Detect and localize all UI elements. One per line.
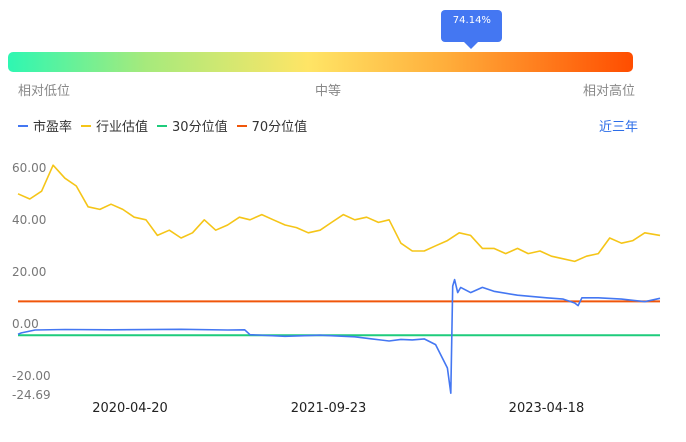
- y-tick-label: 0.00: [12, 317, 39, 331]
- x-tick-label: 2021-09-23: [291, 401, 367, 416]
- legend-swatch-pe: [18, 124, 28, 127]
- legend-swatch-industry: [81, 124, 92, 127]
- series-line-industry: [17, 164, 661, 263]
- legend-item-p70[interactable]: 70分位值: [236, 116, 308, 135]
- period-three-years-button[interactable]: 近三年: [599, 120, 639, 135]
- series-lines: [17, 164, 661, 395]
- valuation-gauge-bar: [8, 52, 633, 72]
- y-axis-ticks: 60.00 40.00 20.00 0.00 -20.00 -24.69: [12, 161, 51, 402]
- legend-item-p30[interactable]: 30分位值: [157, 116, 228, 135]
- series-line-pe: [17, 278, 661, 395]
- legend-swatch-p30: [157, 124, 168, 127]
- legend-item-pe[interactable]: 市盈率: [18, 116, 72, 135]
- y-tick-label: -24.69: [12, 388, 51, 402]
- y-tick-label: 40.00: [12, 213, 46, 227]
- legend-label-industry: 行业估值: [96, 120, 149, 135]
- legend-swatch-p70: [236, 124, 247, 127]
- percentile-value: 74.14%: [452, 15, 491, 26]
- gauge-label-low: 相对低位: [18, 84, 71, 99]
- y-tick-label: 20.00: [12, 265, 46, 279]
- legend-label-p70: 70分位值: [251, 120, 308, 135]
- percentile-tooltip: 74.14%: [441, 10, 503, 49]
- chart-legend: 市盈率 行业估值 30分位值 70分位值: [18, 116, 316, 135]
- legend-item-industry[interactable]: 行业估值: [81, 116, 148, 135]
- legend-label-pe: 市盈率: [33, 120, 73, 135]
- gauge-label-high: 相对高位: [583, 84, 636, 99]
- legend-label-p30: 30分位值: [172, 120, 228, 135]
- y-tick-label: 60.00: [12, 161, 46, 175]
- x-tick-label: 2023-04-18: [509, 401, 585, 416]
- x-axis-ticks: 2020-04-20 2021-09-23 2023-04-18: [92, 401, 584, 416]
- gauge-label-mid: 中等: [315, 84, 342, 99]
- y-tick-label: -20.00: [12, 369, 51, 383]
- x-tick-label: 2020-04-20: [92, 401, 168, 416]
